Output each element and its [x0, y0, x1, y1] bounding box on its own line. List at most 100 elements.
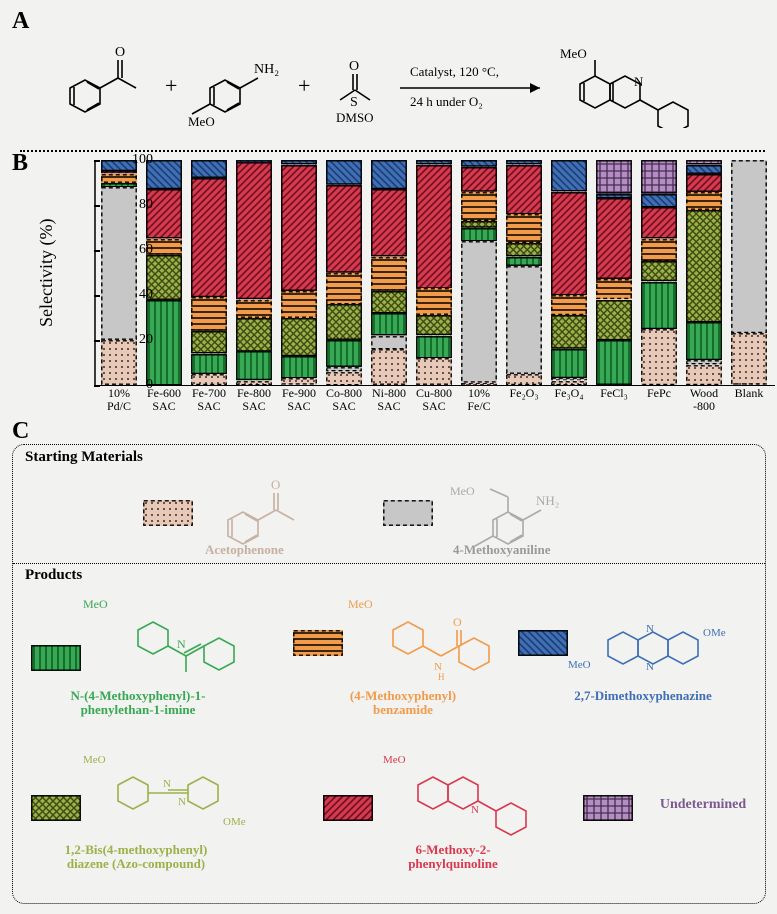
seg-aceto [416, 358, 452, 385]
seg-benz [101, 174, 137, 183]
bar [596, 160, 632, 385]
seg-phen [326, 160, 362, 185]
svg-text:NH₂: NH₂ [536, 493, 559, 508]
seg-aceto [191, 374, 227, 385]
svg-text:S: S [350, 95, 358, 110]
swatch-phen [518, 630, 568, 656]
bar [551, 160, 587, 385]
xtick: FePc [637, 387, 681, 400]
xtick: Fe-600SAC [142, 387, 186, 413]
seg-phen [641, 194, 677, 208]
seg-azo [236, 318, 272, 352]
panel-label-a: A [12, 8, 29, 35]
label-undet: Undetermined [648, 797, 758, 812]
label-aceto: Acetophenone [205, 543, 284, 557]
svg-text:MeO: MeO [568, 659, 591, 671]
seg-benz [416, 288, 452, 315]
starting-materials-box: Starting Materials O Acetophenone [13, 445, 765, 564]
swatch-azo [31, 795, 81, 821]
swatch-quin [323, 795, 373, 821]
seg-benz [551, 295, 587, 315]
svg-text:+: + [165, 73, 177, 98]
seg-phen [281, 160, 317, 165]
seg-quin [236, 162, 272, 299]
seg-aceto [326, 372, 362, 386]
seg-undet [641, 160, 677, 194]
seg-imine [596, 340, 632, 385]
seg-benz [326, 273, 362, 305]
seg-imine [191, 354, 227, 374]
xtick: Co-800SAC [322, 387, 366, 413]
xtick: Cu-800SAC [412, 387, 456, 413]
seg-benz [686, 192, 722, 210]
seg-aceto [461, 383, 497, 385]
seg-imine [326, 340, 362, 367]
mol-imine: N MeO [83, 590, 263, 690]
seg-quin [506, 165, 542, 215]
seg-imine [416, 336, 452, 359]
y-axis-label: Selectivity (%) [36, 219, 57, 327]
seg-phen [416, 160, 452, 165]
svg-text:MeO: MeO [83, 754, 106, 766]
seg-benz [371, 257, 407, 291]
svg-text:N: N [471, 804, 479, 816]
seg-undet [596, 160, 632, 194]
svg-text:N: N [646, 661, 654, 673]
seg-quin [281, 165, 317, 291]
seg-undet [686, 160, 722, 165]
label-azo: 1,2-Bis(4-methoxyphenyl)diazene (Azo-com… [21, 843, 251, 872]
seg-quin [461, 167, 497, 192]
seg-anil [686, 360, 722, 365]
seg-anil [326, 367, 362, 372]
swatch-imine [31, 645, 81, 671]
label-phen: 2,7-Dimethoxyphenazine [553, 689, 733, 703]
xtick: FeCl₃ [592, 387, 636, 400]
panel-b-chart: Selectivity (%) [20, 150, 765, 432]
seg-phen [596, 194, 632, 199]
start-title: Starting Materials [25, 449, 143, 466]
xtick: Fe₂O₃ [502, 387, 546, 400]
seg-imine [686, 322, 722, 360]
scheme-svg: O + NH₂ MeO + O S DMS [40, 18, 740, 128]
ytick-mark [94, 160, 100, 162]
bar [641, 160, 677, 385]
label-imine: N-(4-Methoxyphenyl)-1-phenylethan-1-imin… [43, 689, 233, 718]
ytick: 80 [113, 197, 153, 213]
seg-imine [101, 183, 137, 188]
seg-azo [461, 221, 497, 228]
xtick: Fe-800SAC [232, 387, 276, 413]
swatch-aceto [143, 500, 193, 526]
seg-azo [686, 210, 722, 323]
svg-text:N: N [178, 796, 186, 808]
seg-imine [236, 351, 272, 380]
seg-azo [506, 243, 542, 257]
seg-azo [596, 300, 632, 341]
mol-benz: NH O MeO [348, 590, 518, 690]
svg-text:MeO: MeO [560, 46, 587, 61]
panel-c-legend: Starting Materials O Acetophenone [12, 444, 766, 904]
ytick: 40 [113, 287, 153, 303]
svg-text:O: O [115, 45, 125, 60]
seg-quin [641, 207, 677, 239]
svg-text:O: O [453, 615, 462, 629]
seg-imine [281, 356, 317, 379]
svg-text:N: N [634, 74, 644, 89]
svg-text:+: + [298, 73, 310, 98]
seg-aceto [731, 333, 767, 385]
seg-quin [416, 165, 452, 289]
svg-text:H: H [438, 672, 445, 682]
seg-phen [191, 160, 227, 178]
xtick: Ni-800SAC [367, 387, 411, 413]
bar [731, 160, 767, 385]
seg-benz [281, 291, 317, 318]
bar [326, 160, 362, 385]
bar [416, 160, 452, 385]
bar [461, 160, 497, 385]
seg-anil [371, 336, 407, 350]
swatch-anil [383, 500, 433, 526]
seg-benz [596, 279, 632, 299]
seg-phen [686, 165, 722, 174]
seg-anil [551, 378, 587, 380]
xtick: Wood-800 [682, 387, 726, 413]
seg-azo [416, 315, 452, 335]
